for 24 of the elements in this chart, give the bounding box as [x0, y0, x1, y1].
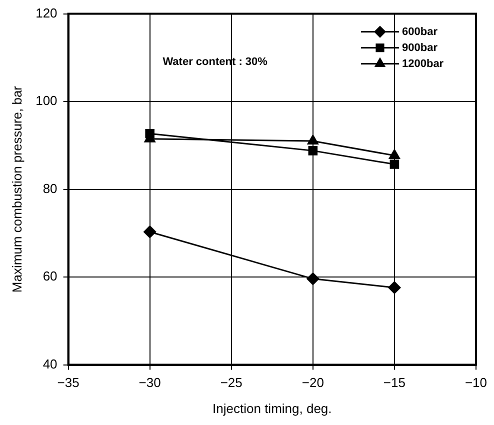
- y-tick-label: 100: [36, 93, 58, 108]
- y-tick-label: 40: [42, 356, 58, 372]
- y-tick-label: 120: [36, 5, 58, 20]
- point: [145, 128, 154, 138]
- x-axis-title: Injection timing, deg.: [212, 400, 332, 416]
- legend-label: 600bar: [402, 26, 438, 38]
- x-tick-label: −25: [220, 375, 242, 390]
- point: [390, 160, 400, 169]
- legend-label: 900bar: [402, 42, 438, 54]
- point: [144, 226, 156, 238]
- x-tick-label: −10: [464, 375, 488, 390]
- y-tick-label: 60: [42, 268, 58, 284]
- legend-label: 1200bar: [402, 58, 444, 70]
- point: [388, 281, 401, 294]
- x-tick-label: −15: [383, 375, 406, 390]
- point: [306, 272, 320, 286]
- y-axis-title: Maximum combustion pressure, bar: [9, 85, 24, 293]
- point: [308, 146, 318, 156]
- x-tick-label: −35: [57, 375, 80, 390]
- point: [307, 134, 318, 145]
- x-tick-label: −20: [302, 375, 324, 390]
- point: [388, 149, 400, 160]
- x-tick-label: −30: [138, 375, 161, 390]
- y-tick-label: 80: [42, 180, 58, 196]
